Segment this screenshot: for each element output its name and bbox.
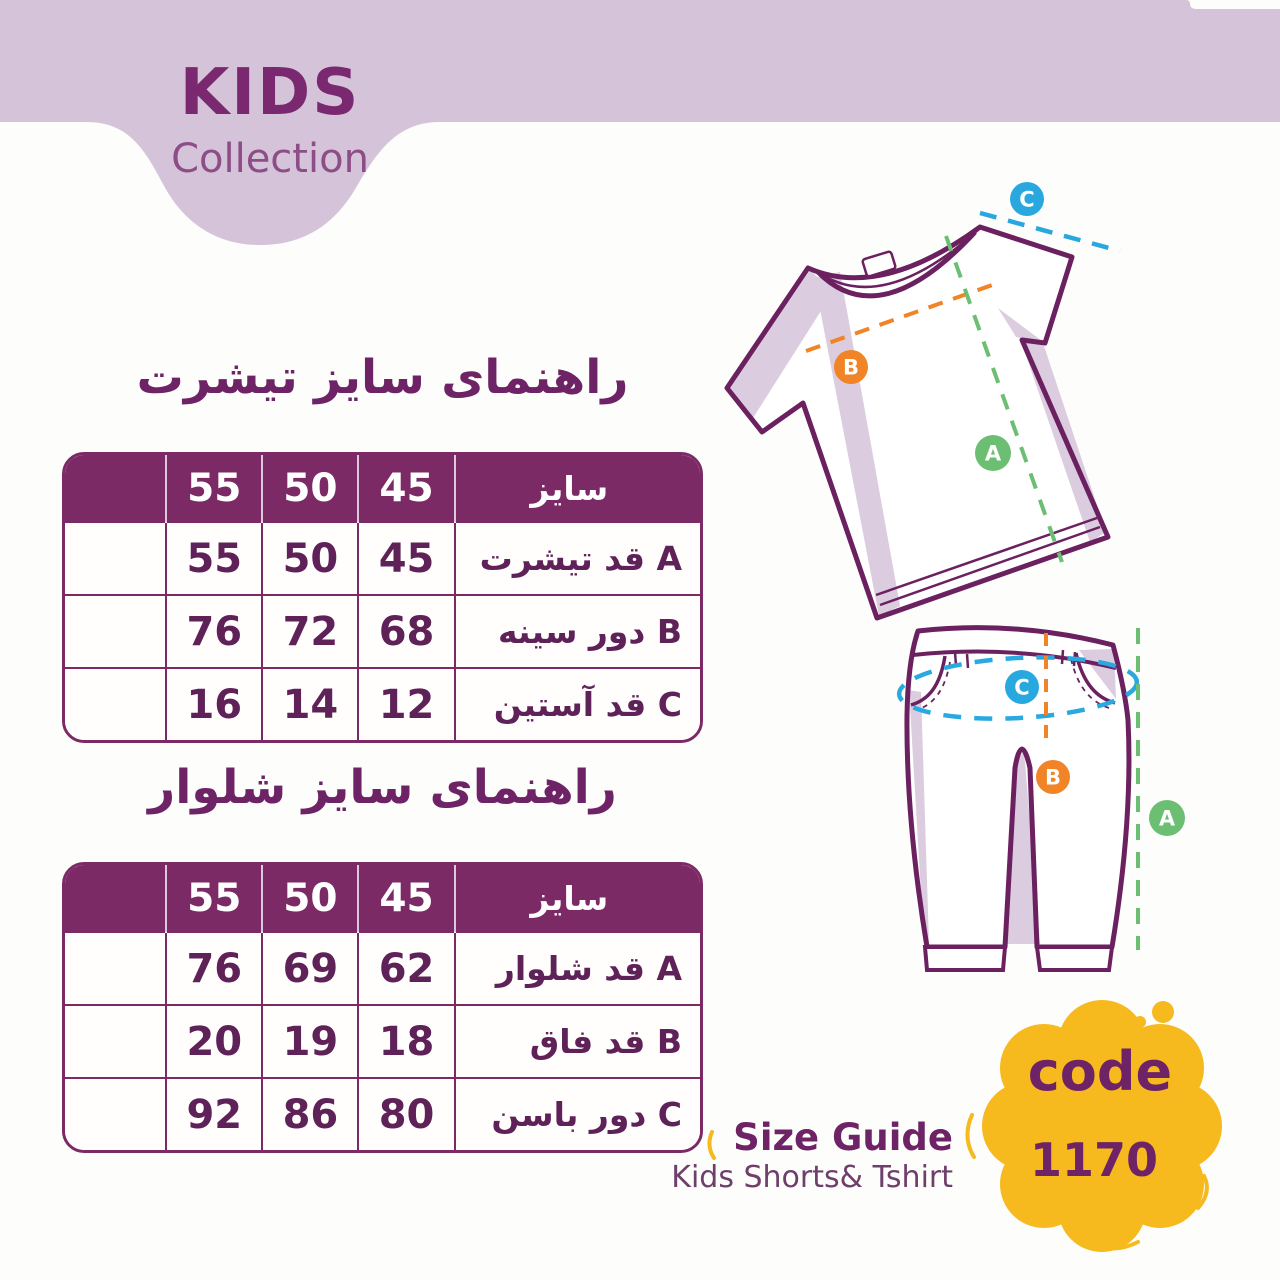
value-cell: 72 xyxy=(261,594,359,668)
size-col-50: 50 xyxy=(261,865,359,932)
spacer-cell xyxy=(65,455,167,522)
size-header-label: سایز xyxy=(453,455,700,522)
chest-measure-line xyxy=(805,282,996,353)
value-cell: 69 xyxy=(261,931,359,1005)
header-band xyxy=(0,0,1280,245)
table-row: B دور سینه 68 72 76 xyxy=(65,594,700,668)
marker-c-badge: C xyxy=(1005,670,1039,704)
svg-text:A: A xyxy=(985,442,1002,466)
table-row: C دور باسن 80 86 92 xyxy=(65,1077,700,1150)
leg-cuffs xyxy=(922,945,1115,972)
value-cell: 50 xyxy=(261,521,359,595)
value-cell: 80 xyxy=(357,1077,455,1150)
size-col-55: 55 xyxy=(165,455,263,522)
value-cell: 55 xyxy=(165,521,263,595)
measurement-label: A قد تیشرت xyxy=(453,521,700,595)
hip-measure-ellipse xyxy=(896,655,1140,721)
measurement-label: B قد فاق xyxy=(453,1004,700,1078)
measurement-label: C دور باسن xyxy=(453,1077,700,1150)
pants-illustration: C B A xyxy=(896,625,1185,972)
code-value: 1170 xyxy=(1030,1133,1158,1187)
value-cell: 76 xyxy=(165,931,263,1005)
size-col-50: 50 xyxy=(261,455,359,522)
footer-title: Size Guide xyxy=(733,1116,953,1159)
size-header-label: سایز xyxy=(453,865,700,932)
tshirt-illustration: B A C xyxy=(724,182,1121,621)
pants-size-table: سایز 45 50 55 A قد شلوار 62 69 76 B قد ف… xyxy=(62,862,703,1153)
blob-dot-large xyxy=(1152,1001,1174,1023)
value-cell: 16 xyxy=(165,667,263,740)
table-row: A قد تیشرت 45 50 55 xyxy=(65,521,700,595)
code-label: code xyxy=(1028,1040,1172,1103)
footer-caption: Size Guide Kids Shorts& Tshirt xyxy=(660,1116,953,1196)
marker-b-badge: B xyxy=(1036,760,1070,794)
tshirt-hem-stitching xyxy=(875,516,1101,607)
tshirt-table-header-row: سایز 45 50 55 xyxy=(65,455,700,522)
value-cell: 14 xyxy=(261,667,359,740)
brand-subtitle: Collection xyxy=(171,136,369,182)
table-row: B قد فاق 18 19 20 xyxy=(65,1004,700,1078)
sleeve-measure-line xyxy=(979,210,1121,254)
size-col-45: 45 xyxy=(357,455,455,522)
spacer-cell xyxy=(65,931,167,1005)
measurement-label: B دور سینه xyxy=(453,594,700,668)
value-cell: 86 xyxy=(261,1077,359,1150)
spacer-cell xyxy=(65,865,167,932)
size-col-55: 55 xyxy=(165,865,263,932)
measurement-label: C قد آستین xyxy=(453,667,700,740)
collar-label-tag xyxy=(861,250,897,278)
measurement-label: A قد شلوار xyxy=(453,931,700,1005)
value-cell: 20 xyxy=(165,1004,263,1078)
blob-dot-small xyxy=(1134,1016,1146,1028)
value-cell: 19 xyxy=(261,1004,359,1078)
waistband-seam xyxy=(912,649,1117,670)
size-col-45: 45 xyxy=(357,865,455,932)
value-cell: 76 xyxy=(165,594,263,668)
blob-accent-strokes xyxy=(707,1113,1209,1251)
tshirt-collar xyxy=(814,229,979,299)
svg-text:B: B xyxy=(1045,766,1061,790)
table-row: A قد شلوار 62 69 76 xyxy=(65,931,700,1005)
marker-a-badge: A xyxy=(1149,800,1185,836)
header-band-shape xyxy=(0,0,1280,245)
code-blob: code 1170 xyxy=(707,1000,1222,1252)
table-row: C قد آستین 12 14 16 xyxy=(65,667,700,740)
spacer-cell xyxy=(65,521,167,595)
pants-table-title: راهنمای سایز شلوار xyxy=(148,760,617,815)
value-cell: 68 xyxy=(357,594,455,668)
marker-b-badge: B xyxy=(834,350,868,384)
value-cell: 62 xyxy=(357,931,455,1005)
svg-text:C: C xyxy=(1019,188,1034,212)
footer-subtitle: Kids Shorts& Tshirt xyxy=(671,1159,953,1195)
spacer-cell xyxy=(65,594,167,668)
tshirt-size-table: سایز 45 50 55 A قد تیشرت 45 50 55 B دور … xyxy=(62,452,703,743)
pants-table-header-row: سایز 45 50 55 xyxy=(65,865,700,932)
value-cell: 45 xyxy=(357,521,455,595)
svg-text:A: A xyxy=(1159,807,1176,831)
value-cell: 18 xyxy=(357,1004,455,1078)
spacer-cell xyxy=(65,1077,167,1150)
spacer-cell xyxy=(65,667,167,740)
length-measure-line xyxy=(944,235,1064,563)
svg-text:C: C xyxy=(1014,676,1029,700)
marker-a-badge: A xyxy=(975,435,1011,471)
value-cell: 92 xyxy=(165,1077,263,1150)
svg-text:B: B xyxy=(843,356,859,380)
tshirt-table-title: راهنمای سایز تیشرت xyxy=(136,350,629,405)
value-cell: 12 xyxy=(357,667,455,740)
spacer-cell xyxy=(65,1004,167,1078)
brand-title: KIDS xyxy=(179,56,361,130)
marker-c-badge: C xyxy=(1010,182,1044,216)
